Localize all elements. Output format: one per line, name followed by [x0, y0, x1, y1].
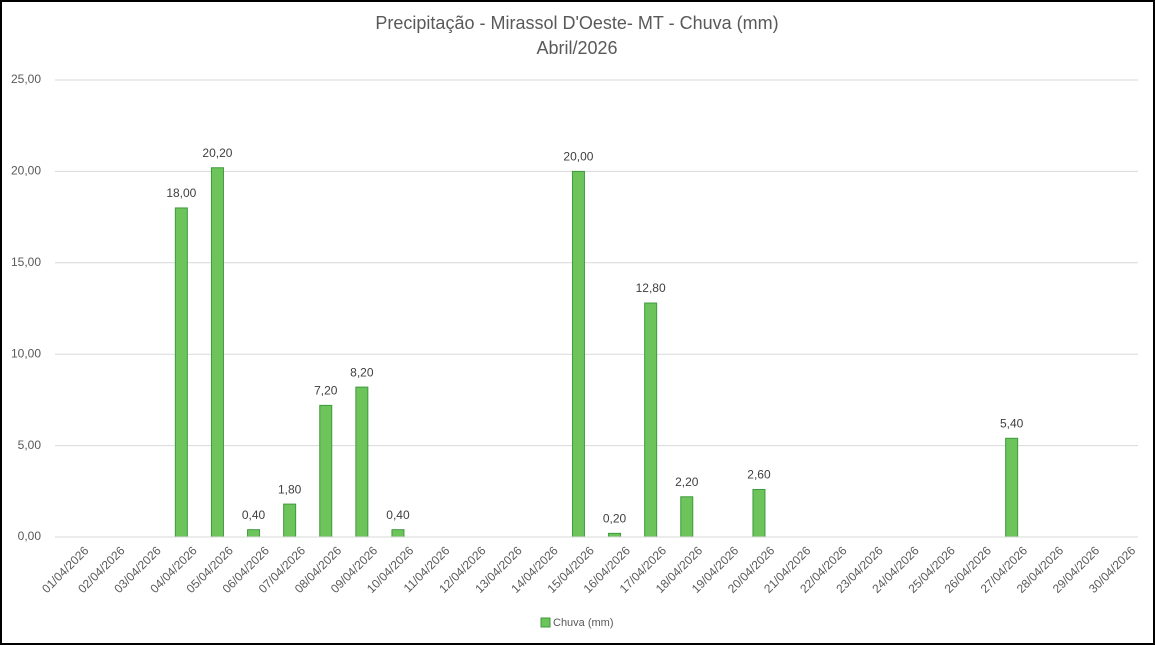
value-label: 20,00 — [563, 150, 593, 164]
y-tick-label: 20,00 — [11, 164, 41, 178]
bar — [571, 170, 585, 538]
y-tick-label: 15,00 — [11, 255, 41, 269]
value-label: 7,20 — [314, 384, 338, 398]
bar — [174, 207, 188, 538]
value-label: 0,40 — [242, 508, 266, 522]
value-label: 1,80 — [278, 482, 302, 496]
bar — [283, 503, 297, 538]
value-label: 5,40 — [1000, 416, 1024, 430]
bar — [391, 529, 405, 538]
y-tick-label: 25,00 — [11, 72, 41, 86]
y-tick-label: 5,00 — [18, 438, 42, 452]
bar — [247, 529, 261, 538]
value-label: 0,40 — [386, 508, 410, 522]
bar — [752, 488, 766, 538]
bar — [644, 302, 658, 538]
legend-swatch — [540, 617, 551, 628]
value-label: 0,20 — [603, 512, 627, 526]
bar — [1005, 437, 1019, 538]
value-label: 2,20 — [675, 475, 699, 489]
bar — [608, 532, 622, 538]
y-tick-label: 0,00 — [18, 529, 42, 543]
y-tick-label: 10,00 — [11, 346, 41, 360]
value-label: 18,00 — [166, 186, 196, 200]
value-label: 8,20 — [350, 365, 374, 379]
bar — [355, 386, 369, 538]
value-label: 12,80 — [636, 281, 666, 295]
bar — [319, 404, 333, 538]
value-label: 2,60 — [747, 468, 771, 482]
value-label: 20,20 — [202, 146, 232, 160]
legend-label: Chuva (mm) — [553, 617, 614, 629]
bar — [680, 496, 694, 538]
chart-title: Precipitação - Mirassol D'Oeste- MT - Ch… — [375, 13, 778, 33]
bar — [210, 167, 224, 538]
chart-subtitle: Abril/2026 — [536, 38, 617, 58]
